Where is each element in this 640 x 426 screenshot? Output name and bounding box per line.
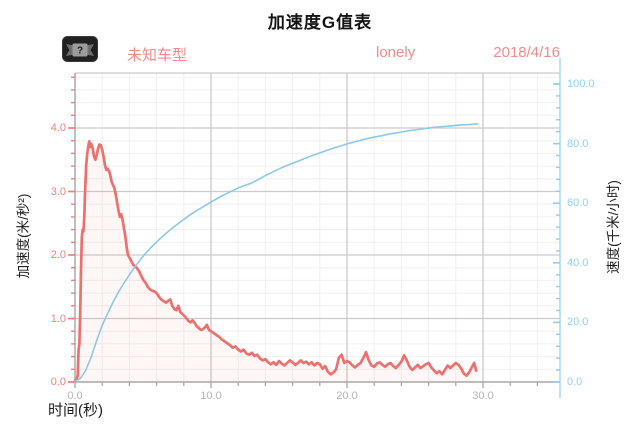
unknown-plate-icon: ? [62,36,98,62]
x-axis-tick-label: 20.0 [336,390,358,402]
y-left-tick-label: 1.0 [50,312,66,325]
question-mark-glyph: ? [77,46,83,57]
x-axis-tick-label: 0.0 [67,390,83,402]
x-axis-title: 时间(秒) [48,402,103,419]
y-left-tick-label: 4.0 [50,122,66,134]
y-left-tick-label: 3.0 [50,185,66,198]
y-axis-right-title: 速度(千米/小时) [606,180,621,274]
y-right-tick-label: 40.0 [567,256,589,269]
y-right-tick-label: 80.0 [567,137,589,150]
x-axis-tick-label: 30.0 [472,390,494,402]
y-right-tick-label: 100.0 [567,78,595,90]
speed-series-line [74,123,479,382]
username-label: lonely [376,44,416,61]
y-right-tick-label: 60.0 [567,197,589,210]
y-left-tick-label: 0.0 [50,376,66,388]
acceleration-series-line [73,139,478,383]
y-left-tick-label: 2.0 [50,249,66,261]
y-axis-left-title: 加速度(米/秒²) [16,193,31,279]
page-title: 加速度G值表 [267,13,373,32]
acceleration-series-fill [75,141,477,382]
y-right-tick-label: 20.0 [567,316,589,329]
y-right-tick-label: 0.0 [567,376,583,388]
date-label: 2018/4/16 [493,44,560,61]
x-axis-tick-label: 10.0 [200,390,222,402]
vehicle-model-label: 未知车型 [127,47,188,64]
license-plate-badge[interactable]: ? [62,36,98,62]
